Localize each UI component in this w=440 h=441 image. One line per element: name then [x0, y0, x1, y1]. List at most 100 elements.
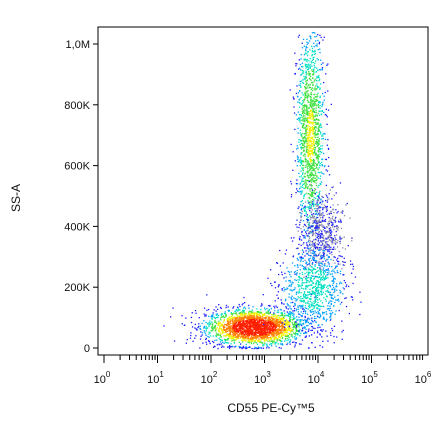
event-dot [322, 243, 324, 245]
event-dot [304, 267, 306, 269]
event-dot [309, 140, 311, 142]
event-dot [292, 310, 294, 312]
event-dot [303, 108, 306, 110]
event-dot [275, 329, 277, 331]
event-dot [305, 311, 307, 313]
event-dot [320, 288, 323, 290]
event-dot [299, 176, 301, 178]
event-dot [199, 347, 201, 349]
event-dot [293, 341, 295, 343]
event-dot [237, 322, 240, 325]
event-dot [236, 329, 238, 331]
event-dot [302, 112, 304, 114]
event-dot [309, 279, 312, 281]
event-dot [318, 242, 321, 244]
event-dot [273, 331, 275, 333]
event-dot [261, 318, 263, 320]
event-dot [298, 117, 301, 119]
event-dot [266, 323, 269, 326]
event-dot [263, 334, 266, 337]
event-dot [211, 325, 213, 327]
event-dot [305, 149, 308, 152]
event-dot [313, 305, 315, 307]
event-dot [305, 141, 307, 143]
event-dot [311, 126, 313, 128]
event-dot [314, 131, 316, 133]
event-dot [208, 308, 210, 311]
event-dot [289, 316, 291, 318]
event-dot [320, 283, 322, 286]
event-dot [223, 328, 225, 330]
event-dot [308, 347, 310, 349]
event-dot [227, 318, 229, 320]
event-dot [316, 221, 318, 223]
event-dot [319, 224, 321, 226]
event-dot [307, 165, 309, 167]
event-dot [331, 253, 333, 256]
event-dot [276, 315, 279, 317]
event-dot [277, 332, 280, 334]
event-dot [316, 139, 318, 141]
event-dot [238, 321, 241, 323]
event-dot [263, 327, 265, 329]
event-dot [241, 318, 243, 320]
event-dot [266, 329, 269, 331]
event-dot [340, 220, 342, 223]
event-dot [322, 237, 324, 239]
event-dot [315, 142, 317, 145]
event-dot [266, 326, 268, 329]
event-dot [314, 134, 316, 136]
event-dot [332, 259, 334, 262]
event-dot [300, 58, 302, 60]
event-dot [238, 334, 240, 336]
event-dot [238, 312, 240, 315]
event-dot [304, 157, 306, 160]
event-dot [262, 336, 264, 339]
event-dot [289, 313, 292, 316]
event-dot [306, 187, 309, 189]
event-dot [275, 305, 277, 307]
event-dot [310, 268, 312, 271]
event-dot [351, 263, 354, 265]
event-dot [301, 136, 303, 138]
event-dot [259, 318, 262, 320]
event-dot [189, 337, 192, 339]
event-dot [304, 77, 306, 79]
event-dot [284, 312, 286, 314]
event-dot [236, 325, 239, 327]
event-dot [318, 273, 320, 275]
event-dot [265, 332, 267, 334]
event-dot [296, 257, 299, 259]
event-dot [308, 281, 310, 283]
event-dot [262, 347, 265, 349]
event-dot [321, 195, 323, 197]
event-dot [330, 303, 332, 305]
event-dot [318, 140, 320, 142]
event-dot [300, 152, 302, 154]
event-dot [246, 347, 248, 349]
event-dot [310, 202, 312, 204]
event-dot [312, 272, 314, 274]
event-dot [311, 140, 313, 142]
event-dot [307, 229, 309, 231]
event-dot [274, 328, 277, 330]
event-dot [316, 191, 318, 194]
event-dot [341, 256, 343, 258]
event-dot [320, 198, 322, 200]
event-dot [238, 317, 240, 319]
event-dot [317, 77, 319, 79]
event-dot [328, 193, 330, 195]
event-dot [248, 331, 251, 334]
event-dot [244, 339, 246, 341]
event-dot [302, 137, 304, 140]
event-dot [322, 329, 324, 331]
event-dot [337, 257, 339, 259]
event-dot [295, 192, 297, 194]
event-dot [316, 256, 318, 258]
event-dot [172, 307, 174, 309]
event-dot [340, 227, 343, 229]
event-dot [266, 336, 268, 338]
event-dot [315, 122, 317, 124]
event-dot [259, 318, 261, 321]
event-dot [308, 208, 310, 210]
